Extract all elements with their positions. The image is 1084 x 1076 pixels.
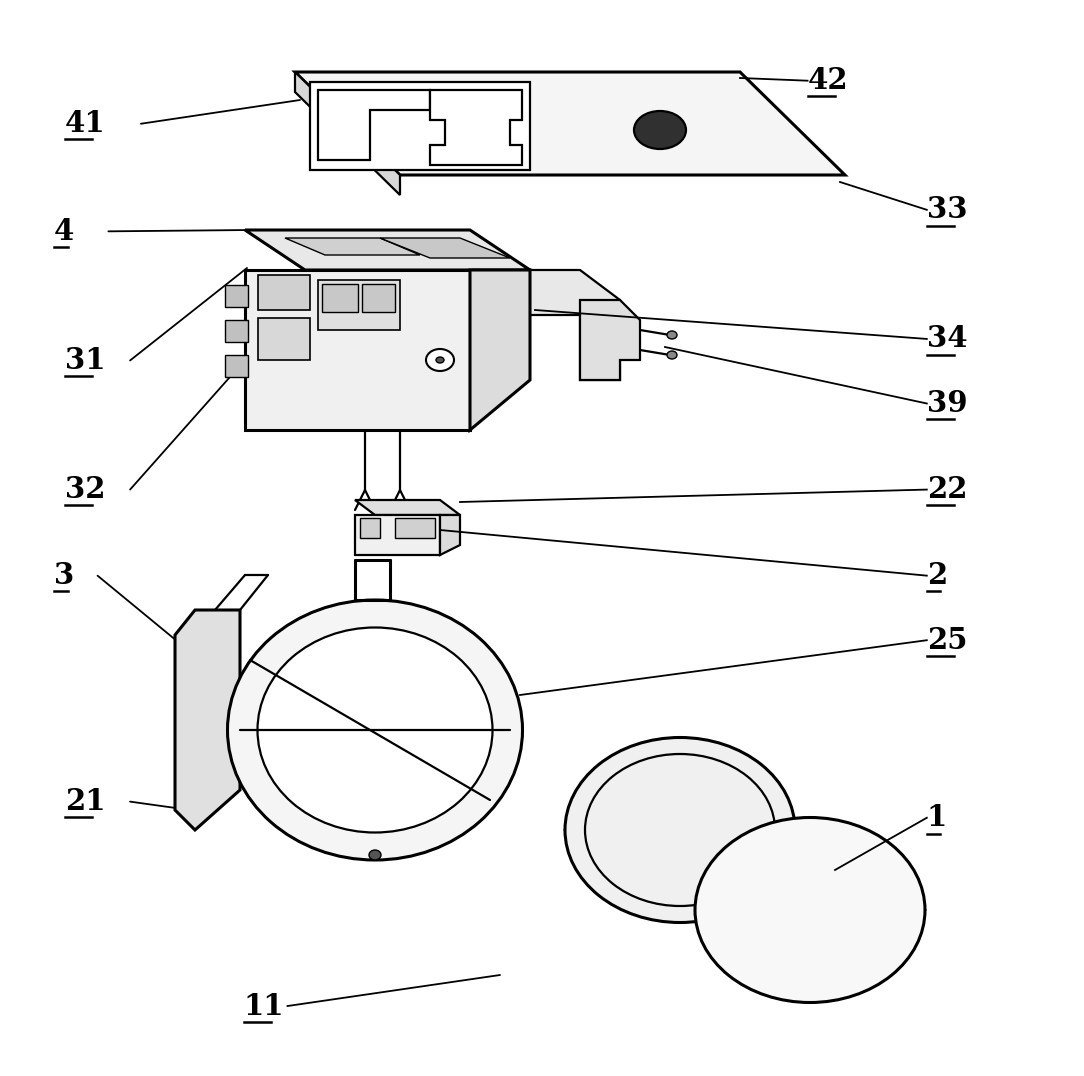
- Polygon shape: [295, 72, 846, 175]
- Polygon shape: [430, 90, 522, 165]
- Text: 31: 31: [65, 346, 105, 374]
- Text: 25: 25: [927, 626, 967, 654]
- Polygon shape: [225, 285, 248, 307]
- Polygon shape: [285, 238, 420, 255]
- Text: 21: 21: [65, 788, 105, 816]
- Polygon shape: [225, 320, 248, 342]
- Ellipse shape: [436, 357, 444, 363]
- Ellipse shape: [667, 331, 678, 339]
- Polygon shape: [245, 270, 470, 430]
- Polygon shape: [470, 270, 530, 430]
- Polygon shape: [470, 270, 620, 380]
- Text: 11: 11: [244, 992, 284, 1020]
- Polygon shape: [440, 515, 460, 555]
- Polygon shape: [362, 284, 395, 312]
- Ellipse shape: [258, 627, 492, 833]
- Polygon shape: [310, 82, 530, 170]
- Polygon shape: [360, 518, 380, 538]
- Polygon shape: [380, 238, 509, 258]
- Text: 41: 41: [65, 110, 105, 138]
- Polygon shape: [225, 355, 248, 377]
- Ellipse shape: [476, 124, 504, 146]
- Polygon shape: [175, 610, 240, 830]
- Polygon shape: [318, 90, 430, 160]
- Text: 34: 34: [927, 325, 967, 353]
- Text: 1: 1: [927, 804, 947, 832]
- Polygon shape: [354, 500, 460, 515]
- Text: 2: 2: [927, 562, 947, 590]
- Ellipse shape: [369, 850, 380, 860]
- Polygon shape: [318, 280, 400, 330]
- Text: 22: 22: [927, 476, 967, 504]
- Ellipse shape: [228, 600, 522, 860]
- Polygon shape: [354, 515, 440, 555]
- Ellipse shape: [634, 111, 686, 148]
- Ellipse shape: [667, 351, 678, 359]
- Ellipse shape: [565, 737, 795, 922]
- Text: 33: 33: [927, 196, 967, 224]
- Text: 4: 4: [54, 217, 75, 245]
- Polygon shape: [395, 518, 435, 538]
- Text: 42: 42: [808, 67, 848, 95]
- Text: 39: 39: [927, 390, 967, 417]
- Polygon shape: [258, 318, 310, 360]
- Text: 32: 32: [65, 476, 105, 504]
- Polygon shape: [258, 275, 310, 310]
- Polygon shape: [245, 230, 530, 270]
- Polygon shape: [295, 72, 400, 195]
- Polygon shape: [580, 300, 640, 380]
- Ellipse shape: [695, 818, 925, 1003]
- Polygon shape: [322, 284, 358, 312]
- Text: 3: 3: [54, 562, 75, 590]
- Ellipse shape: [426, 349, 454, 371]
